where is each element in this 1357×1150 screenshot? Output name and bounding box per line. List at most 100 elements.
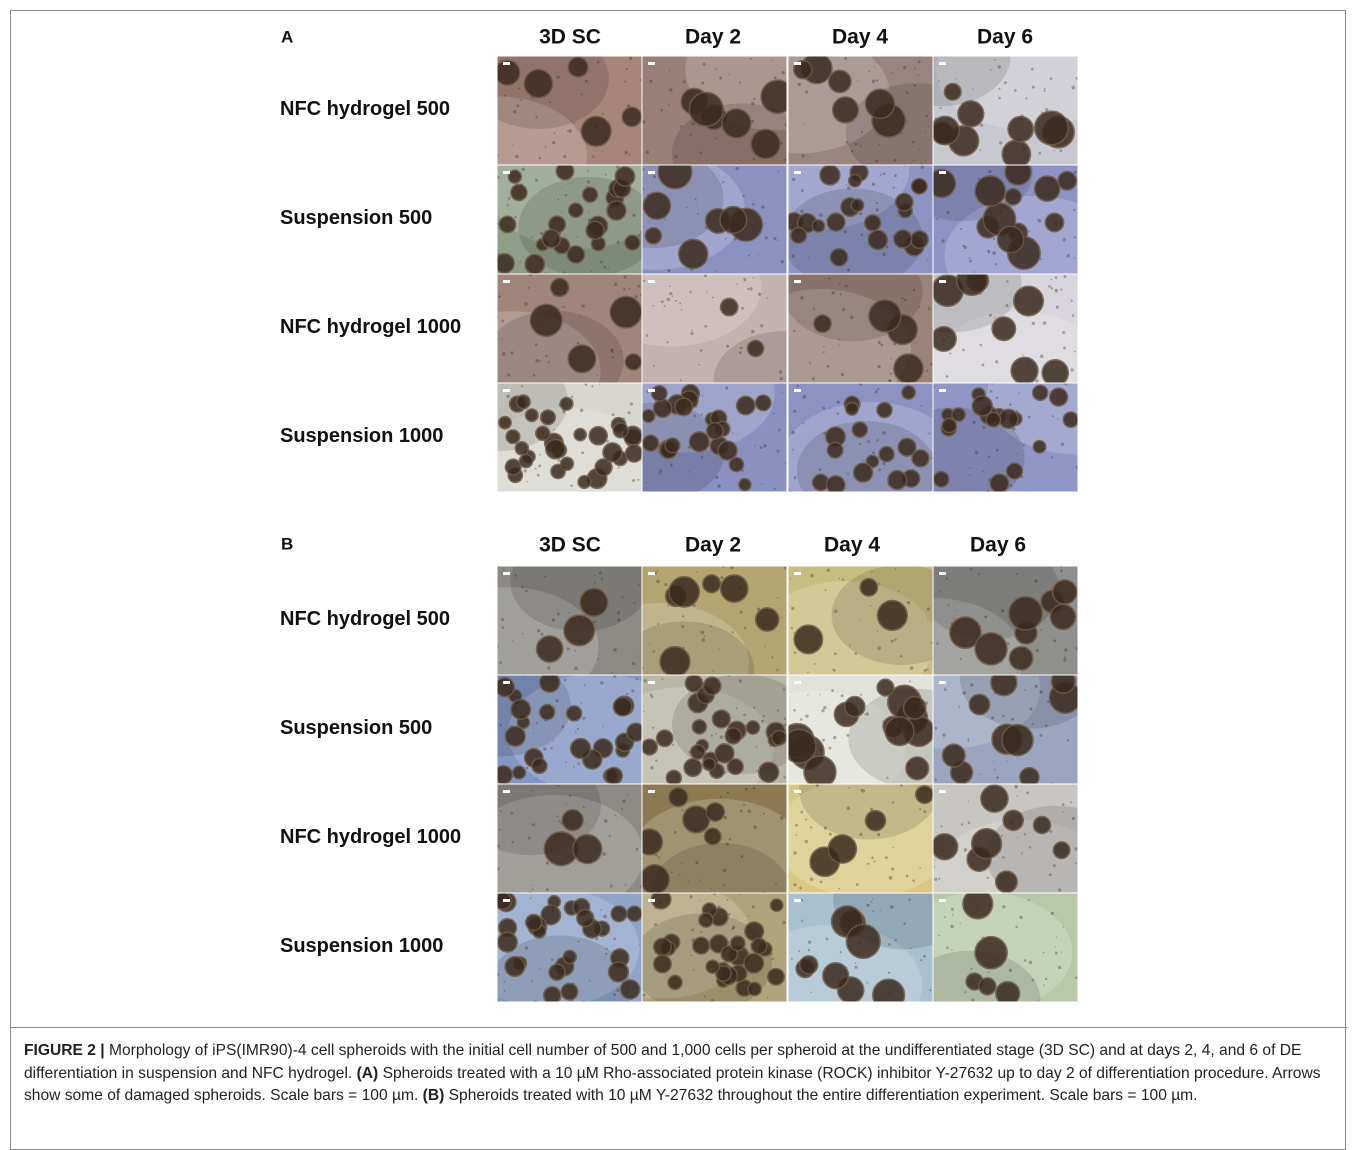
debris [740,347,743,350]
debris [890,380,892,382]
spheroid [849,174,862,187]
debris [834,652,837,655]
spheroid [549,964,565,980]
debris [1071,86,1075,90]
spheroid [933,471,948,486]
debris [506,395,509,398]
debris [581,304,584,307]
row-label: NFC hydrogel 500 [280,608,450,630]
debris [970,968,972,970]
debris [872,910,874,912]
debris [1034,580,1037,583]
debris [576,236,577,237]
spheroid [725,728,741,744]
debris [961,823,963,825]
spheroid [652,386,667,401]
spheroid [865,811,885,831]
debris [987,877,989,879]
debris [797,385,799,387]
debris [594,620,596,622]
debris [573,766,575,768]
debris [875,160,878,163]
spheroid [747,340,763,356]
spheroid [916,786,934,804]
debris [745,788,748,791]
debris [893,159,896,162]
debris [912,141,915,144]
debris [722,839,723,840]
debris [527,481,529,483]
debris [809,362,811,364]
debris [703,63,706,66]
debris [881,193,882,194]
debris [888,943,891,946]
spheroid [506,430,520,444]
debris [1002,905,1005,908]
debris [701,82,704,85]
debris [927,607,930,610]
spheroid [1002,140,1030,168]
scale-bar [648,790,655,793]
debris [1043,984,1045,986]
debris [1024,959,1027,962]
debris [514,216,516,218]
debris [919,808,921,810]
debris [991,716,994,719]
spheroid [605,767,622,784]
spheroid [868,230,887,249]
debris [704,996,706,998]
debris [778,429,781,432]
debris [523,469,526,472]
debris [588,212,590,214]
debris [849,644,851,646]
debris [878,646,882,650]
debris [585,823,586,824]
debris [813,307,815,309]
spheroid [613,698,631,716]
debris [791,431,794,434]
debris [657,570,659,572]
spheroid [1050,604,1075,629]
debris [831,291,834,294]
debris [951,949,952,950]
spheroid [722,109,751,138]
scale-bar [503,62,510,65]
debris [546,861,549,864]
debris [1067,254,1070,257]
debris [567,647,570,650]
spheroid [669,577,699,607]
debris [741,855,744,858]
debris [584,684,586,686]
debris [793,851,796,854]
debris [504,95,506,97]
debris [785,463,787,465]
debris [1049,873,1052,876]
debris [624,151,627,154]
debris [557,459,560,462]
debris [543,747,546,750]
debris [923,955,926,958]
debris [636,678,638,680]
debris [646,482,647,483]
panel-label: A [281,27,293,46]
spheroid [519,454,532,467]
debris [828,746,831,749]
debris [728,913,730,915]
debris [567,130,569,132]
debris [969,257,971,259]
debris [970,568,973,571]
debris [841,694,844,697]
debris [653,67,654,68]
debris [1039,690,1042,693]
debris [502,352,506,356]
debris [599,571,602,574]
debris [531,885,532,886]
debris [760,324,763,327]
debris [942,239,945,242]
debris [964,246,967,249]
spheroid [829,70,851,92]
debris [877,365,880,368]
spheroid [640,865,669,894]
debris [925,114,928,117]
debris [1001,835,1003,837]
